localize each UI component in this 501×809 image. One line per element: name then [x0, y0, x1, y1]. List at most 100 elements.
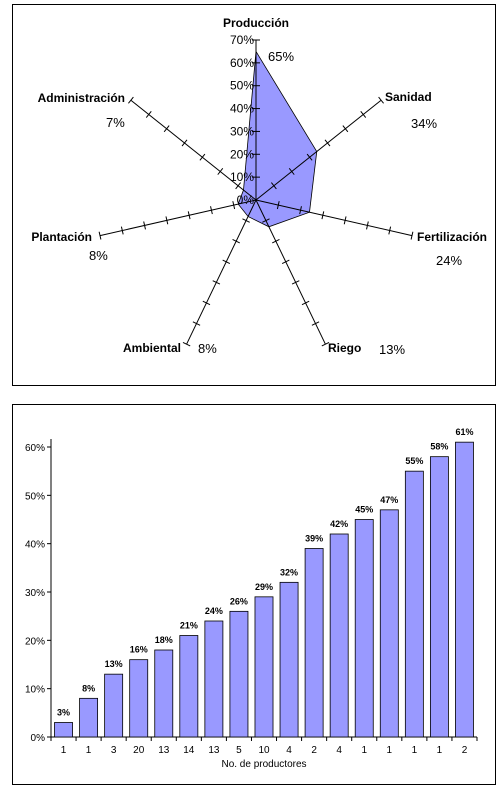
x-tick-label: 1 [437, 745, 443, 756]
radar-axis-tick [272, 239, 280, 244]
radar-axis [99, 199, 257, 237]
radar-axis-tick [276, 201, 280, 210]
radar-axis-tick [360, 111, 367, 118]
bar-value-label: 55% [405, 456, 423, 466]
bar-chart: 0%10%20%30%40%50%60%3%18%113%316%2018%13… [25, 427, 478, 770]
radar-tick-label: 30% [230, 124, 254, 138]
bar [179, 635, 199, 738]
radar-axis [255, 99, 382, 201]
bar [354, 519, 374, 738]
radar-axis-tick [235, 182, 242, 190]
x-tick-label: 13 [158, 745, 170, 756]
x-tick-label: 5 [236, 745, 242, 756]
radar-axis-tick [199, 153, 206, 161]
bar [329, 533, 349, 738]
radar-axis-tick [306, 153, 313, 161]
bar [455, 441, 474, 738]
radar-axis-tick [311, 321, 320, 326]
radar-tick-label: 60% [230, 56, 254, 70]
radar-chart-panel: 0% 10% 20% 30% 40% 50% 60% 70% Producción 65% Sani… [12, 4, 496, 386]
radar-axis-tick [163, 125, 170, 133]
radar-chart: 0% 10% 20% 30% 40% 50% 60% 70% Producción 65% Sani… [31, 16, 487, 357]
bar-value-label: 26% [230, 596, 248, 606]
radar-data-area [237, 50, 318, 228]
radar-axis-tick [410, 231, 414, 240]
x-tick-label: 2 [462, 745, 468, 756]
radar-category-label: Fertilización [417, 230, 487, 244]
bar-value-label: 18% [155, 635, 173, 645]
radar-axis [255, 199, 413, 237]
bar [129, 659, 149, 738]
radar-axis-tick [288, 168, 295, 175]
radar-axis-tick [342, 125, 349, 133]
bar [429, 456, 449, 738]
bar [154, 649, 174, 738]
bar [54, 722, 73, 738]
radar-axis-tick [270, 182, 277, 190]
x-tick-label: 1 [412, 745, 418, 756]
radar-axis [186, 199, 257, 345]
bar-value-label: 24% [205, 606, 223, 616]
radar-axis-tick [366, 221, 369, 230]
y-tick-label: 30% [25, 588, 45, 599]
radar-axis-tick [98, 231, 102, 240]
radar-value-label: 65% [268, 49, 294, 64]
bar-value-label: 58% [430, 442, 448, 452]
radar-axis-tick [321, 211, 325, 220]
y-tick-label: 10% [25, 685, 45, 696]
radar-axis-tick [145, 111, 152, 118]
radar-tick-label: 0% [237, 193, 255, 207]
bar-value-label: 47% [380, 495, 398, 505]
y-tick-label: 20% [25, 636, 45, 647]
radar-axis-tick [222, 259, 231, 264]
bar-value-label: 32% [280, 567, 298, 577]
bar-value-label: 29% [255, 582, 273, 592]
radar-tick-label: 40% [230, 102, 254, 116]
radar-tick-label: 10% [230, 170, 254, 184]
radar-axis [130, 99, 257, 201]
radar-axis-tick [262, 218, 270, 223]
radar-axis-tick [120, 226, 124, 235]
radar-category-label: Ambiental [123, 341, 181, 355]
radar-axis-tick [192, 321, 201, 326]
radar-axis [255, 199, 326, 345]
radar-value-label: 8% [89, 248, 108, 263]
radar-axis-tick [217, 168, 224, 175]
radar-axis-tick [324, 139, 331, 147]
x-tick-label: 1 [387, 745, 393, 756]
x-tick-label: 4 [286, 745, 292, 756]
radar-axis-tick [128, 96, 134, 104]
bar-value-label: 13% [105, 659, 123, 669]
radar-axis-tick [212, 280, 221, 285]
radar-category-label: Sanidad [385, 90, 432, 104]
bar-value-label: 8% [82, 683, 95, 693]
radar-axis-tick [202, 300, 211, 306]
radar-axis-tick [301, 300, 310, 306]
bar-value-label: 16% [130, 645, 148, 655]
x-tick-label: 1 [86, 745, 92, 756]
bar [104, 673, 124, 738]
radar-axis-tick [378, 96, 384, 104]
radar-tick-label: 20% [230, 147, 254, 161]
bar [304, 548, 324, 738]
radar-axis-tick [321, 341, 330, 347]
radar-axis-tick [232, 201, 236, 210]
radar-axis-tick [165, 216, 169, 225]
y-tick-label: 50% [25, 491, 45, 502]
x-tick-label: 13 [208, 745, 220, 756]
x-tick-label: 14 [183, 745, 195, 756]
radar-axis-tick [232, 239, 240, 244]
y-tick-label: 60% [25, 443, 45, 454]
radar-axis-tick [143, 221, 146, 230]
radar-value-label: 34% [411, 116, 437, 131]
radar-axis-tick [291, 280, 300, 285]
y-tick-label: 40% [25, 540, 45, 551]
bar-value-label: 42% [330, 519, 348, 529]
radar-axis-tick [210, 206, 213, 215]
x-tick-label: 3 [111, 745, 117, 756]
radar-axis-tick [242, 218, 250, 223]
x-tick-label: 20 [133, 745, 145, 756]
bar [254, 596, 274, 738]
x-tick-label: 1 [361, 745, 367, 756]
radar-value-label: 7% [106, 115, 125, 130]
